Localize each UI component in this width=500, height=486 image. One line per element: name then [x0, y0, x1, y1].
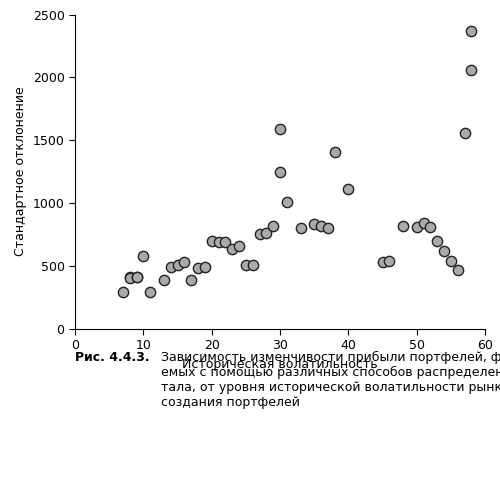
Point [310, 221, 318, 228]
Point [132, 273, 140, 281]
Point [412, 223, 420, 231]
Point [242, 261, 250, 269]
Point [344, 185, 352, 193]
X-axis label: Историческая волатильность: Историческая волатильность [182, 358, 378, 371]
Point [126, 273, 134, 281]
Point [166, 263, 174, 271]
Point [248, 261, 256, 269]
Point [296, 224, 304, 232]
Point [214, 238, 222, 246]
Point [420, 219, 428, 227]
Point [146, 288, 154, 296]
Point [317, 222, 325, 229]
Point [262, 229, 270, 237]
Point [468, 27, 475, 35]
Point [180, 258, 188, 266]
Point [174, 260, 182, 268]
Point [235, 242, 243, 250]
Point [126, 275, 134, 282]
Point [440, 247, 448, 255]
Point [187, 276, 195, 283]
Point [140, 252, 147, 260]
Text: Рис. 4.4.3.: Рис. 4.4.3. [75, 350, 150, 364]
Point [119, 288, 127, 296]
Point [426, 223, 434, 231]
Point [386, 258, 394, 265]
Point [378, 258, 386, 266]
Point [256, 230, 264, 238]
Point [283, 198, 291, 206]
Point [399, 222, 407, 229]
Point [228, 245, 236, 253]
Point [201, 263, 209, 271]
Point [468, 66, 475, 74]
Y-axis label: Стандартное отклонение: Стандартное отклонение [14, 87, 27, 257]
Point [269, 222, 277, 229]
Point [160, 276, 168, 283]
Point [460, 129, 468, 137]
Point [330, 148, 338, 156]
Point [447, 257, 455, 265]
Point [208, 237, 216, 244]
Point [454, 266, 462, 274]
Point [276, 125, 284, 133]
Point [132, 273, 140, 280]
Point [276, 168, 284, 175]
Point [222, 238, 230, 246]
Point [324, 224, 332, 232]
Point [194, 264, 202, 272]
Point [433, 237, 441, 244]
Text: Зависимость изменчивости прибыли портфелей, формиру-
емых с помощью различных сп: Зависимость изменчивости прибыли портфел… [161, 350, 500, 409]
